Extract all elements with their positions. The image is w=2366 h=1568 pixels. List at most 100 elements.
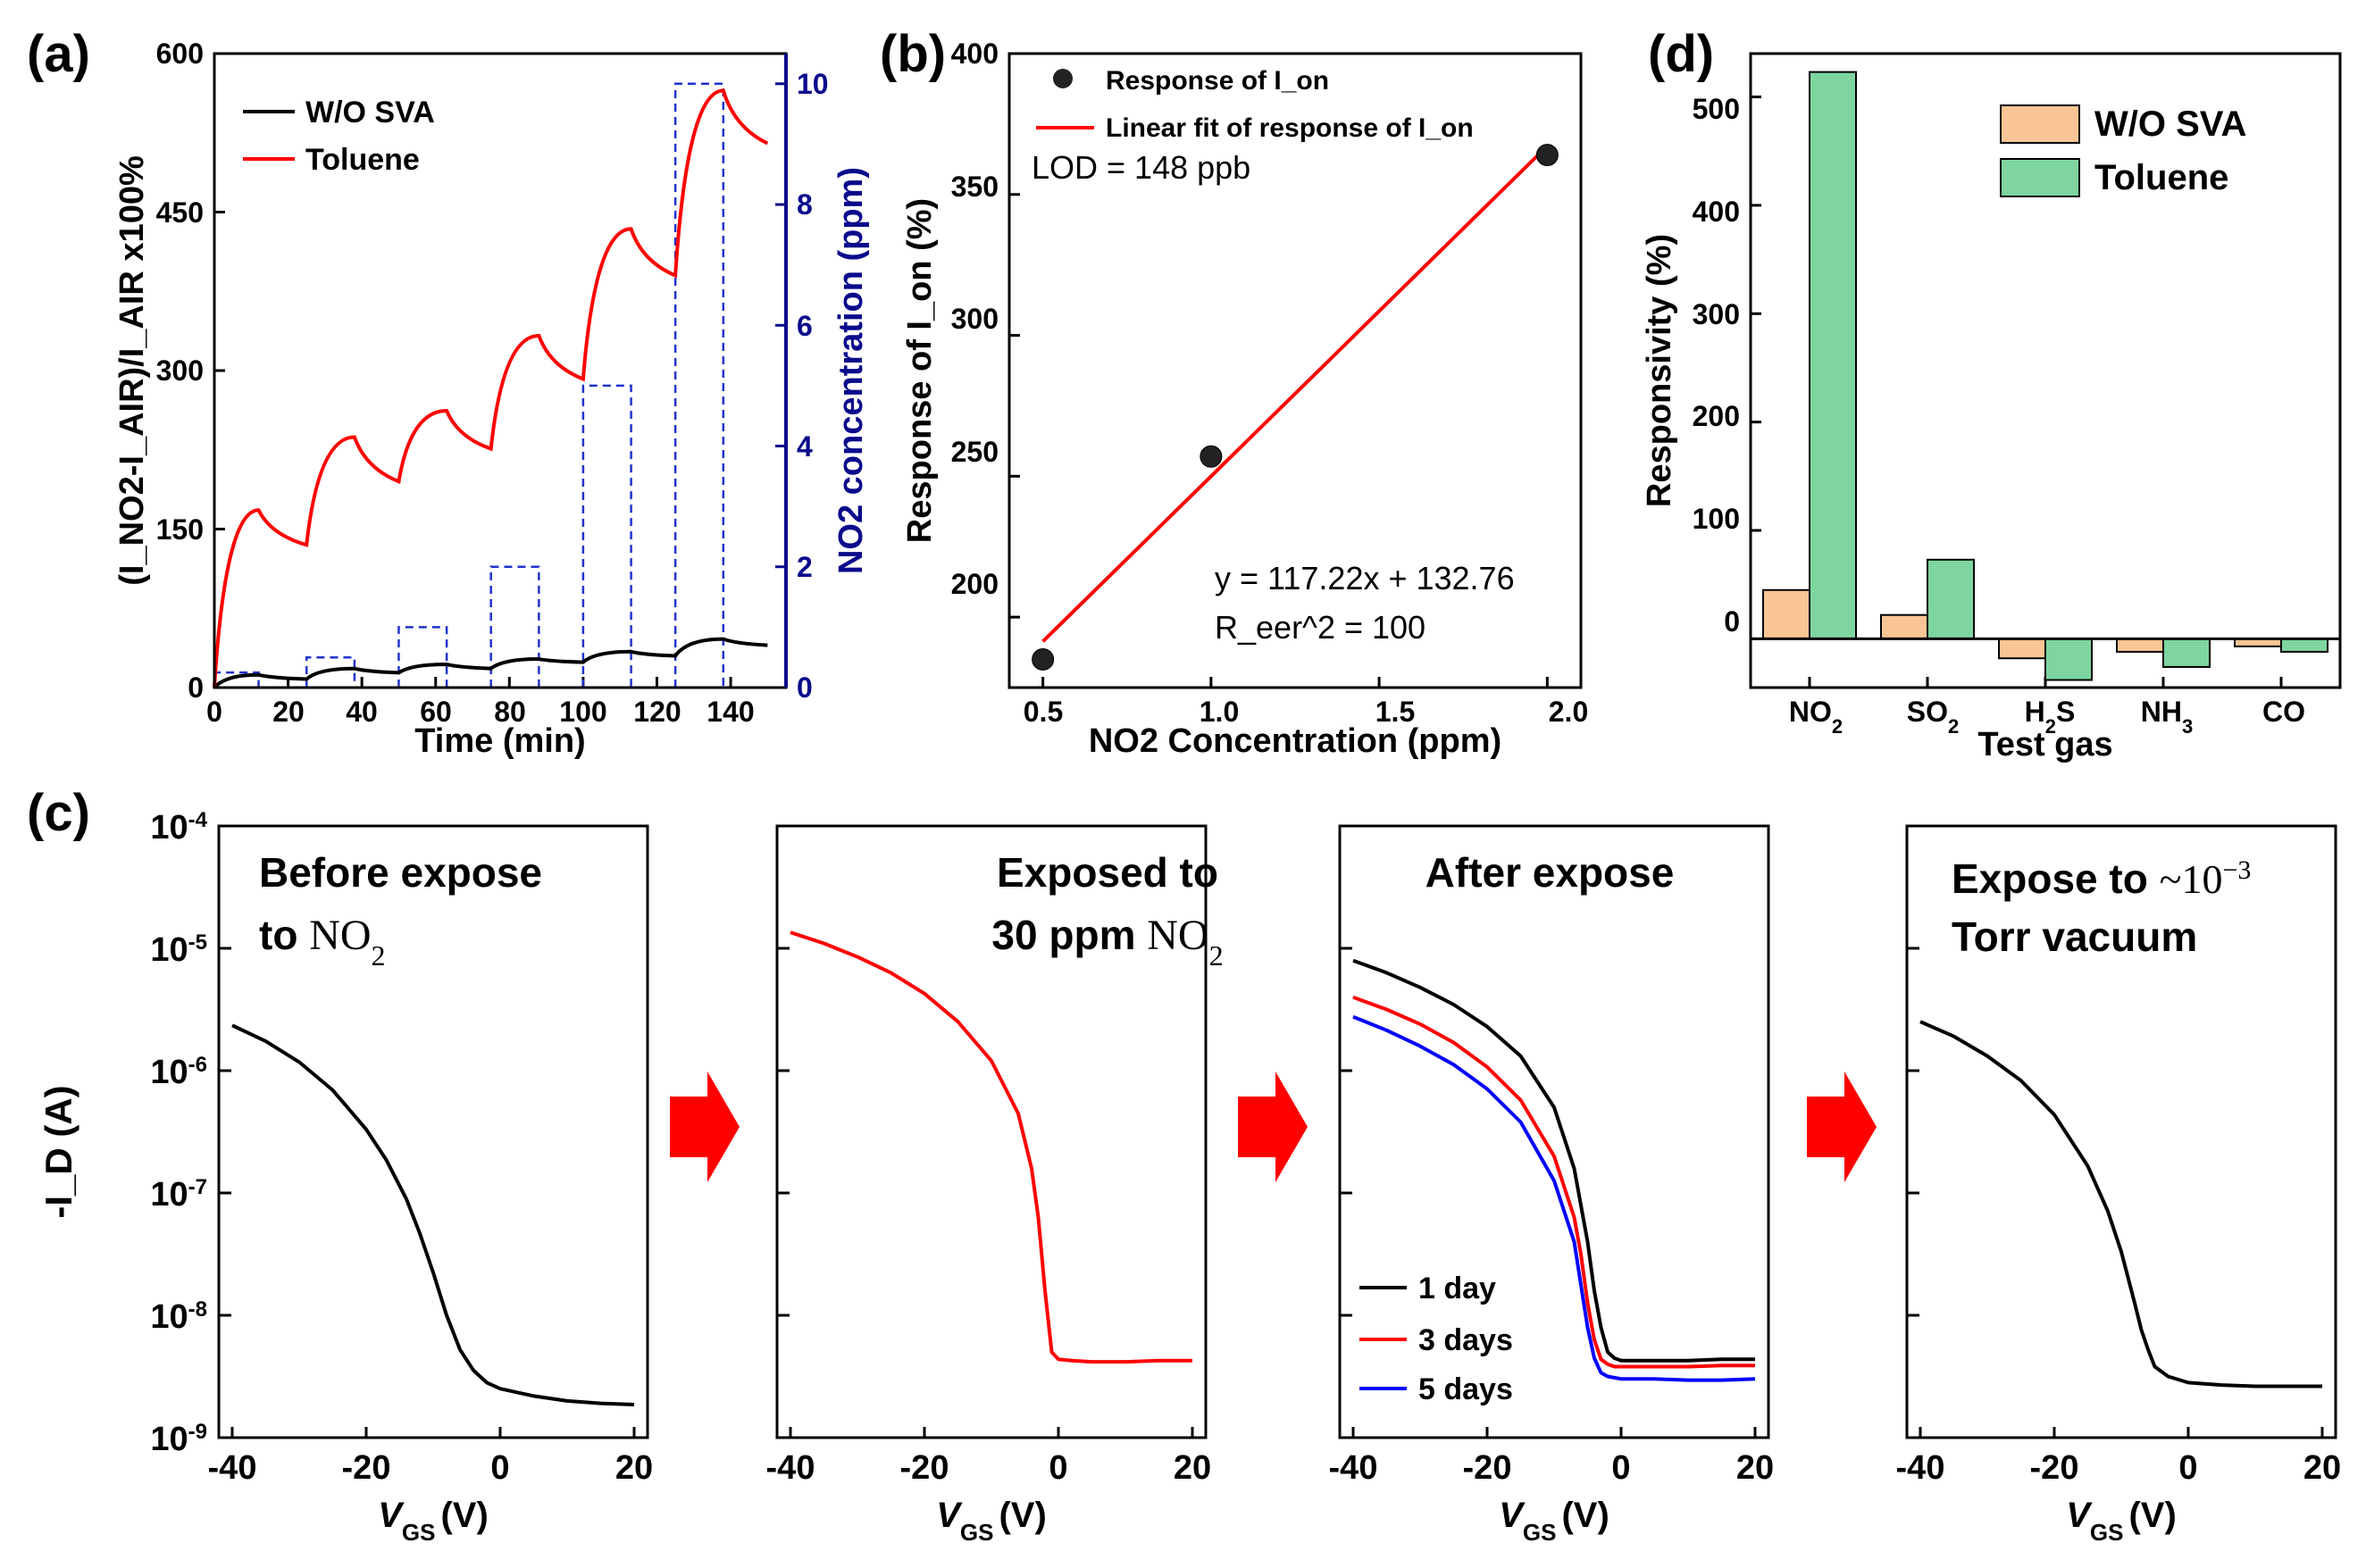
c-x-axis-title: VGS (V) bbox=[2066, 1496, 2177, 1546]
a-y-axis-title: (I_NO2-I_AIR)/I_AIR x100% bbox=[113, 155, 151, 586]
b-data-point bbox=[1032, 647, 1055, 671]
a-ytick-label: 300 bbox=[156, 354, 204, 387]
a-xtick-label: 80 bbox=[494, 696, 526, 728]
c-xtick-label: 0 bbox=[2178, 1449, 2197, 1487]
a-ytick-label: 600 bbox=[156, 38, 204, 70]
d-ytick-label: 300 bbox=[1693, 298, 1740, 330]
c-ytick-label: 10-8 bbox=[150, 1297, 207, 1337]
c3-title-line: After expose bbox=[1425, 849, 1675, 896]
c-curve-vacuum bbox=[1919, 1020, 2322, 1389]
b-annotation-lod: LOD = 148 ppb bbox=[1032, 149, 1250, 186]
a-x-axis-title: Time (min) bbox=[414, 722, 585, 760]
a-xtick-label: 140 bbox=[706, 696, 754, 728]
c-xtick-label: 20 bbox=[2303, 1449, 2341, 1487]
d-legend-swatch-toluene bbox=[2000, 158, 2080, 197]
a-xtick-label: 0 bbox=[206, 696, 222, 728]
d-bar-wo-sva bbox=[1762, 588, 1810, 640]
panel-c: (c) -I_D (A) 10-410-510-610-710-810-9-40… bbox=[27, 784, 2341, 1546]
panel-d: (d) 0 100 200 300 400 500 NO2 SO2 H2S NH… bbox=[1641, 25, 2342, 763]
panel-d-frame bbox=[1749, 52, 2342, 689]
d-bar-toluene bbox=[1927, 558, 1975, 640]
a-series-toluene bbox=[213, 88, 769, 688]
arrow-icon bbox=[1807, 1072, 1877, 1182]
b-x-axis-title: NO2 Concentration (ppm) bbox=[1089, 722, 1501, 760]
d-ytick-label: 200 bbox=[1693, 400, 1740, 432]
panel-label-a: (a) bbox=[27, 25, 90, 83]
c-curve-5-days bbox=[1352, 1014, 1756, 1382]
c1-title-line: Before expose bbox=[259, 849, 542, 896]
d-bar-toluene bbox=[2044, 638, 2093, 681]
d-bar-toluene bbox=[2162, 638, 2211, 668]
b-legend-label: Linear fit of response of I_on bbox=[1106, 113, 1474, 143]
a-xtick-label: 40 bbox=[346, 696, 378, 728]
c-ytick-label: 10-5 bbox=[150, 930, 207, 970]
b-ytick-label: 400 bbox=[951, 38, 999, 70]
panel-a-frame bbox=[213, 52, 788, 689]
d-y-axis-title: Responsivity (%) bbox=[1641, 234, 1678, 507]
b-ytick-label: 300 bbox=[951, 303, 999, 335]
c-xtick-label: 0 bbox=[1611, 1449, 1630, 1487]
panel-label-d: (d) bbox=[1648, 25, 1714, 83]
b-annotation-equation: y = 117.22x + 132.76 bbox=[1215, 560, 1515, 596]
panel-label-c: (c) bbox=[27, 784, 90, 842]
d-legend-label: W/O SVA bbox=[2094, 104, 2246, 144]
a-no2-pulse bbox=[397, 626, 448, 688]
c-subplot-frame bbox=[217, 824, 649, 1439]
a-xtick-label: 20 bbox=[272, 696, 305, 728]
c-y-axis-title: -I_D (A) bbox=[38, 1085, 79, 1218]
a-xtick-label: 120 bbox=[633, 696, 681, 728]
d-legend-swatch-wo-sva bbox=[2000, 104, 2080, 144]
d-ytick-label: 500 bbox=[1693, 93, 1740, 125]
a-y2tick-label: 10 bbox=[797, 68, 829, 100]
c-subplot-frame bbox=[1338, 824, 1770, 1439]
c4-title-line: Expose to ~10−3 bbox=[1952, 855, 2251, 903]
a-xtick-label: 60 bbox=[420, 696, 452, 728]
c-curve-3-days bbox=[1352, 995, 1755, 1369]
c3-legend-label: 5 days bbox=[1418, 1372, 1513, 1406]
c-ytick-label: 10-9 bbox=[150, 1420, 207, 1459]
d-category-label: NH3 bbox=[2141, 696, 2193, 738]
panel-b: (b) 400 350 300 250 200 0.5 1.0 1.5 2.0 … bbox=[880, 25, 1588, 760]
a-ytick-label: 150 bbox=[156, 513, 204, 546]
c-curve-1-day bbox=[1352, 958, 1755, 1363]
d-bar-wo-sva bbox=[1880, 613, 1928, 640]
a-ytick-label: 0 bbox=[188, 671, 204, 704]
panel-a-marks bbox=[213, 52, 786, 689]
b-xtick-label: 2.0 bbox=[1549, 696, 1588, 728]
b-fit-line bbox=[1041, 145, 1549, 643]
a-legend-label: W/O SVA bbox=[305, 96, 435, 129]
c-xtick-label: 0 bbox=[1049, 1449, 1067, 1487]
a-legend-label: Toluene bbox=[305, 143, 420, 177]
c-xtick-label: 20 bbox=[1174, 1449, 1211, 1487]
d-ytick-label: 400 bbox=[1693, 196, 1740, 228]
d-category-label: CO bbox=[2262, 696, 2305, 728]
a-y2-axis-title: NO2 concentration (ppm) bbox=[832, 167, 870, 574]
b-annotation-r2: R_eer^2 = 100 bbox=[1215, 609, 1425, 646]
arrow-icon bbox=[1238, 1072, 1308, 1182]
c-xtick-label: -40 bbox=[1329, 1449, 1378, 1487]
c3-legend-label: 3 days bbox=[1418, 1323, 1513, 1357]
c-xtick-label: -20 bbox=[1463, 1449, 1512, 1487]
b-ytick-label: 200 bbox=[951, 568, 999, 600]
a-no2-pulse bbox=[581, 384, 632, 688]
c-curve-initial bbox=[231, 1023, 635, 1406]
d-ytick-label: 100 bbox=[1693, 503, 1740, 535]
panel-label-b: (b) bbox=[880, 25, 946, 83]
a-series-wo-sva bbox=[213, 637, 768, 689]
panel-a: (a) 0 150 300 450 600 0 2 4 6 8 10 0 20 … bbox=[27, 25, 870, 760]
c-x-axis-title: VGS (V) bbox=[1499, 1496, 1609, 1546]
c-xtick-label: -40 bbox=[766, 1449, 815, 1487]
c1-title-line-2: to NO2 bbox=[259, 912, 386, 972]
a-no2-pulse bbox=[305, 655, 356, 688]
a-no2-pulse bbox=[673, 82, 725, 688]
a-y2tick-label: 0 bbox=[797, 671, 813, 704]
a-ytick-label: 450 bbox=[156, 196, 204, 229]
b-data-point bbox=[1535, 144, 1559, 167]
d-category-label: SO2 bbox=[1907, 696, 1959, 738]
d-x-axis-title: Test gas bbox=[1977, 726, 2112, 763]
b-xtick-label: 1.5 bbox=[1375, 696, 1415, 728]
panel-d-marks bbox=[1751, 71, 2340, 688]
b-legend-label: Response of I_on bbox=[1106, 66, 1329, 96]
